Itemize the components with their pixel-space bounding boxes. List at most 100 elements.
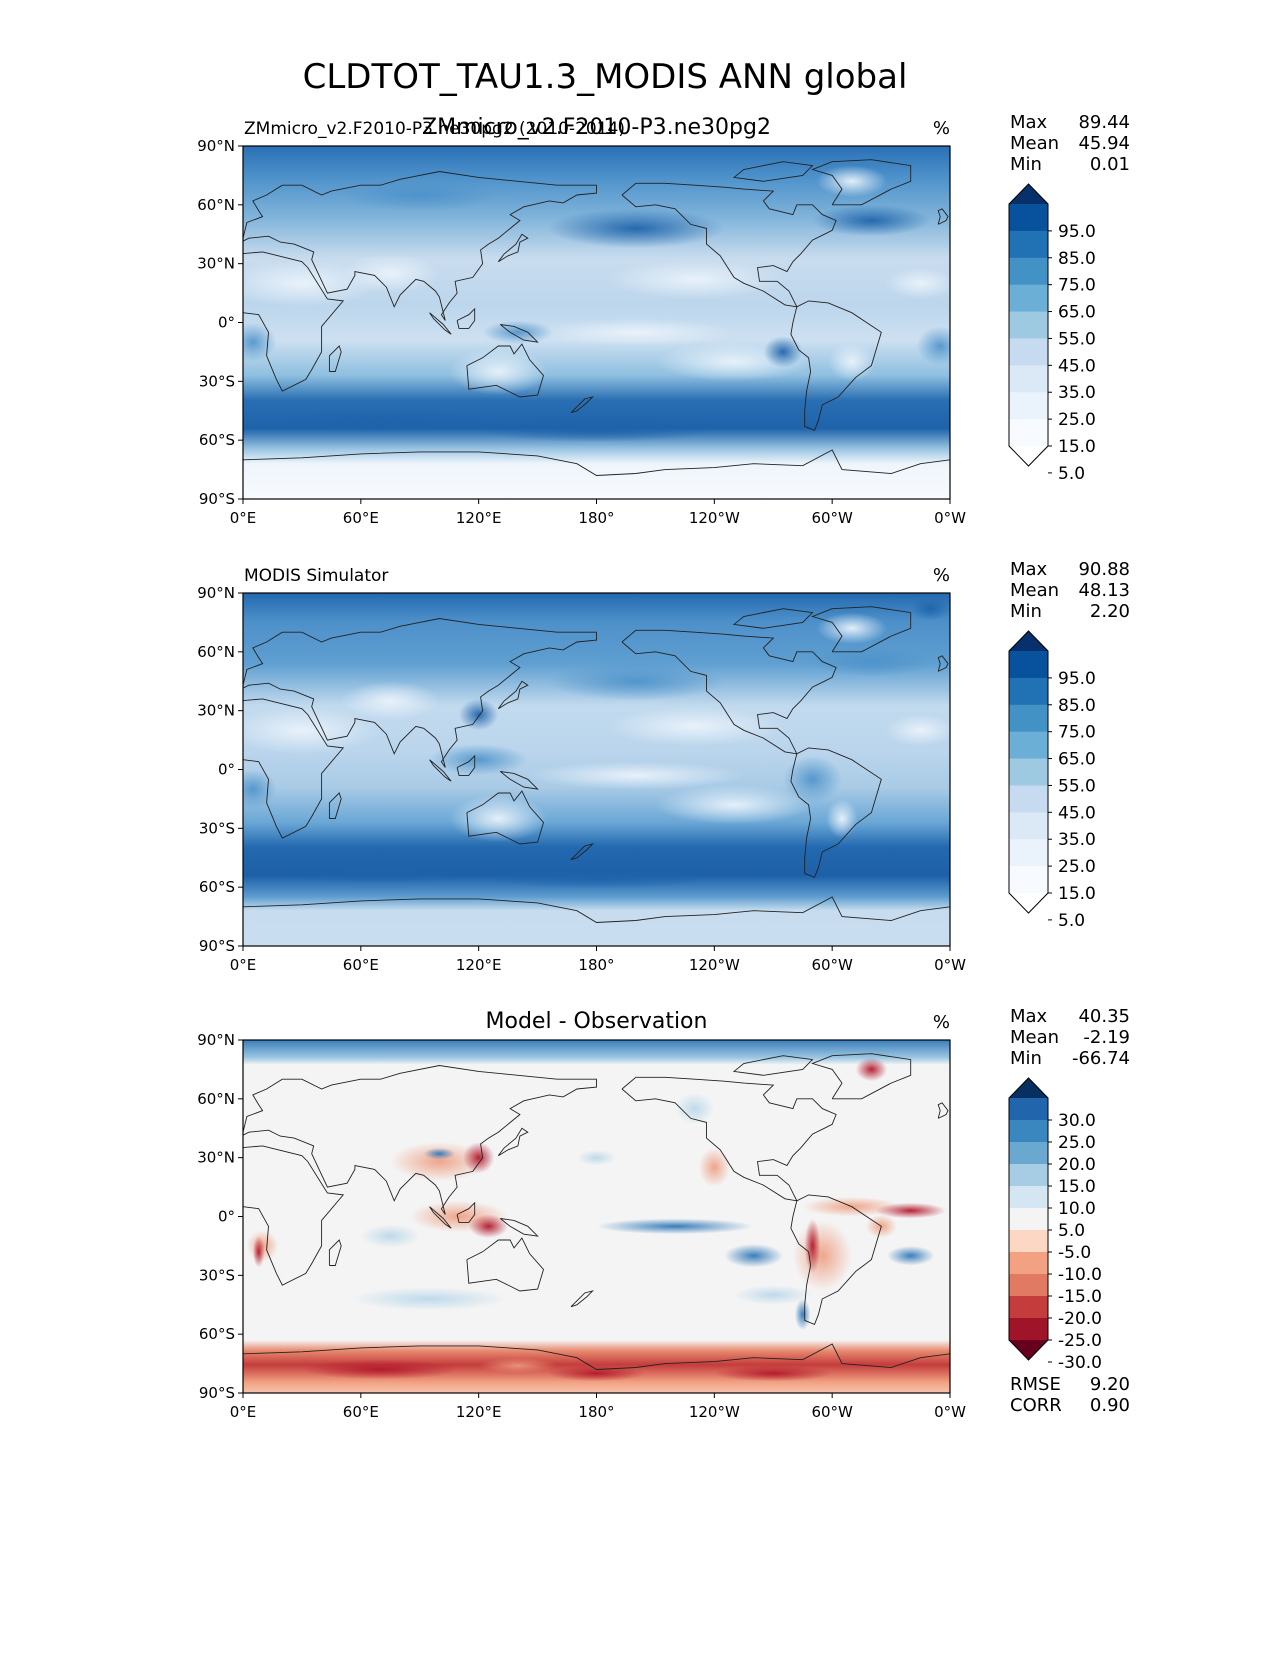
x-tick-label: 0°W [934,956,966,974]
coastline [328,345,342,372]
field-contour [282,408,479,433]
map-field [243,593,950,946]
x-tick-label: 120°W [689,956,740,974]
error-stat-value: 9.20 [1090,1374,1130,1395]
colorbar-tick-label: 55.0 [1058,776,1096,796]
y-tick-label: 90°S [199,937,235,955]
coastline [243,1065,597,1215]
colorbar: 95.0 85.0 75.0 65.0 55.0 45.0 35.0 25.0 15.0 5.0 [1008,183,1096,484]
colorbar-segment [1009,677,1048,706]
colorbar-tick-label: -5.0 [1058,1243,1091,1263]
figure-title: CLDTOT_TAU1.3_MODIS ANN global [303,57,908,97]
field-contour [655,785,813,825]
coastline [732,1055,814,1076]
x-tick-label: 120°W [689,509,740,527]
field-contour [547,208,725,248]
field-contour [341,253,440,294]
stat-value: 90.88 [1078,559,1130,580]
colorbar-extend-min [1009,1340,1048,1360]
y-tick-label: 90°N [197,1031,235,1049]
field-contour [468,1214,509,1239]
stat-label: Max [1010,559,1048,580]
colorbar-tick-label: 5.0 [1058,464,1085,484]
colorbar-segment [1009,839,1048,867]
x-tick-label: 60°E [343,509,379,527]
x-tick-label: 60°W [811,956,853,974]
colorbar-segment [1009,1164,1048,1187]
y-tick-label: 90°N [197,584,235,602]
x-tick-label: 120°W [689,1403,740,1421]
coastline [243,1343,950,1370]
colorbar-extend-max [1009,1078,1048,1098]
x-tick-label: 120°E [456,509,502,527]
colorbar-tick-label: 35.0 [1058,830,1096,850]
stat-label: Mean [1010,133,1059,154]
colorbar-tick-label: 95.0 [1058,222,1096,242]
field-contour [478,418,715,443]
y-tick-label: 0° [218,761,235,779]
field-contour [763,336,803,368]
colorbar-tick-label: 15.0 [1058,437,1096,457]
colorbar-tick-label: 25.0 [1058,1133,1096,1153]
field-contour [885,714,950,746]
coastline [243,449,950,476]
colorbar-segment [1009,758,1048,786]
colorbar-segment [1009,812,1048,840]
colorbar-segment [1009,651,1048,679]
colorbar-segment [1009,866,1048,894]
coastline [811,1053,912,1100]
colorbar-tick-label: 95.0 [1058,669,1096,689]
panels-layer: 0°E 60°E 120°E 180° 120°W 60°W 0°W 90°N 60°N 30°N… [197,112,1130,1421]
panel-center-title: Model - Observation [486,1009,708,1034]
field-contour [459,698,499,731]
coastline [466,1237,545,1292]
colorbar-segment [1009,1098,1048,1121]
map-panel: 0°E 60°E 120°E 180° 120°W 60°W 0°W 90°N 60°N 30°N… [197,1006,1130,1421]
colorbar-segment [1009,419,1048,447]
map-panel: 0°E 60°E 120°E 180° 120°W 60°W 0°W 90°N 60°N 30°N… [197,559,1130,974]
colorbar-extend-max [1009,631,1048,651]
coastline [497,680,529,710]
field-contour [675,1092,715,1125]
stat-label: Min [1010,601,1042,622]
y-tick-label: 0° [218,1208,235,1226]
field-contour [916,326,950,366]
panel-center-title: ZMmicro_v2.F2010-P3.ne30pg2 [422,115,771,140]
colorbar-segment [1009,204,1048,232]
colorbar-tick-label: 5.0 [1058,1221,1085,1241]
coastline [429,312,452,335]
field-contour [816,612,888,644]
coastline [328,792,342,819]
field-contour [243,769,277,809]
field-contour [804,1218,821,1274]
field-contour [429,744,528,776]
stat-label: Min [1010,154,1042,175]
coastline [456,1201,476,1223]
field-contour [910,596,950,621]
coastline [500,1218,539,1237]
colorbar-segment [1009,785,1048,813]
colorbar-segment [1009,1252,1048,1275]
colorbar-tick-label: 45.0 [1058,803,1096,823]
y-tick-label: 60°S [199,1325,235,1343]
colorbar-tick-label: 20.0 [1058,1155,1096,1175]
coastline [500,324,539,343]
field-contour [252,1236,265,1268]
coastline [243,896,950,923]
y-tick-label: 60°N [197,643,235,661]
colorbar-segment [1009,1230,1048,1253]
field-contour [576,1149,617,1166]
colorbar-tick-label: -15.0 [1058,1287,1102,1307]
colorbar-tick-label: 65.0 [1058,303,1096,323]
field-contour [462,1141,495,1174]
field-contour [243,706,381,754]
x-tick-label: 60°W [811,1403,853,1421]
field-contour [478,865,715,890]
y-tick-label: 30°N [197,1149,235,1167]
stat-label: Max [1010,112,1048,133]
error-stat-value: 0.90 [1090,1395,1130,1416]
colorbar-segment [1009,284,1048,313]
colorbar-tick-label: 65.0 [1058,750,1096,770]
field-contour [698,1147,731,1188]
coastline [621,182,837,308]
